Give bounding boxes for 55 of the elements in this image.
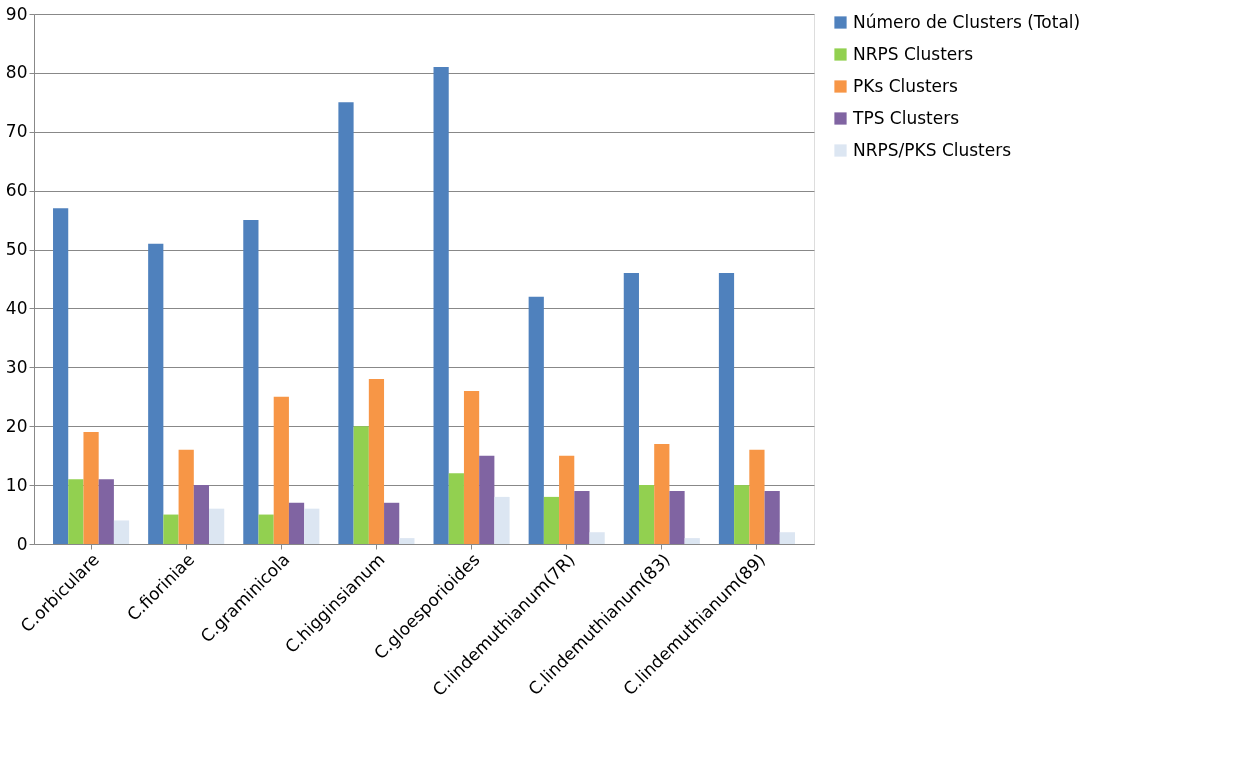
bar — [288, 502, 305, 544]
bar — [98, 479, 114, 544]
bar — [273, 396, 289, 544]
bar — [718, 273, 735, 544]
bar — [779, 532, 795, 544]
bar — [83, 432, 99, 544]
legend-label: TPS Clusters — [852, 107, 960, 128]
bar — [178, 449, 194, 544]
y-tick-label: 90 — [5, 3, 28, 24]
bar — [559, 455, 575, 544]
y-tick-label: 0 — [16, 533, 28, 554]
bar — [384, 502, 400, 544]
bar — [243, 220, 259, 544]
bar — [543, 496, 560, 544]
bar — [209, 508, 225, 544]
bar — [353, 426, 369, 544]
y-tick-label: 50 — [5, 239, 28, 260]
y-tick-label: 70 — [5, 121, 28, 142]
bar — [68, 479, 84, 544]
bar — [448, 473, 464, 544]
legend-label: NRPS Clusters — [853, 43, 974, 64]
bar — [654, 443, 670, 544]
bar — [193, 485, 210, 544]
legend-label: NRPS/PKS Clusters — [853, 139, 1012, 160]
bar — [734, 485, 750, 544]
bar — [479, 455, 495, 544]
y-tick-label: 80 — [5, 62, 28, 83]
bar — [433, 67, 449, 544]
bar — [148, 243, 164, 544]
y-tick-label: 30 — [5, 356, 28, 377]
bar — [749, 449, 765, 544]
bar — [113, 520, 130, 544]
bar — [638, 485, 655, 544]
bar — [463, 390, 480, 544]
bar — [589, 532, 605, 544]
bar — [258, 514, 274, 544]
legend-label: Número de Clusters (Total) — [853, 11, 1081, 32]
y-tick-label: 10 — [5, 474, 28, 495]
bar — [368, 379, 385, 544]
bar — [338, 102, 354, 544]
bar — [623, 273, 639, 544]
bar — [528, 296, 544, 544]
bar — [574, 491, 590, 544]
bar — [494, 496, 510, 544]
bar — [53, 208, 69, 544]
y-tick-label: 60 — [5, 180, 28, 201]
bar — [399, 538, 415, 544]
bar — [764, 491, 780, 544]
legend-label: PKs Clusters — [853, 75, 958, 96]
bar — [684, 538, 700, 544]
bar — [669, 491, 685, 544]
y-tick-label: 40 — [5, 297, 28, 318]
bar — [163, 514, 179, 544]
bar — [304, 508, 320, 544]
y-tick-label: 20 — [5, 415, 28, 436]
